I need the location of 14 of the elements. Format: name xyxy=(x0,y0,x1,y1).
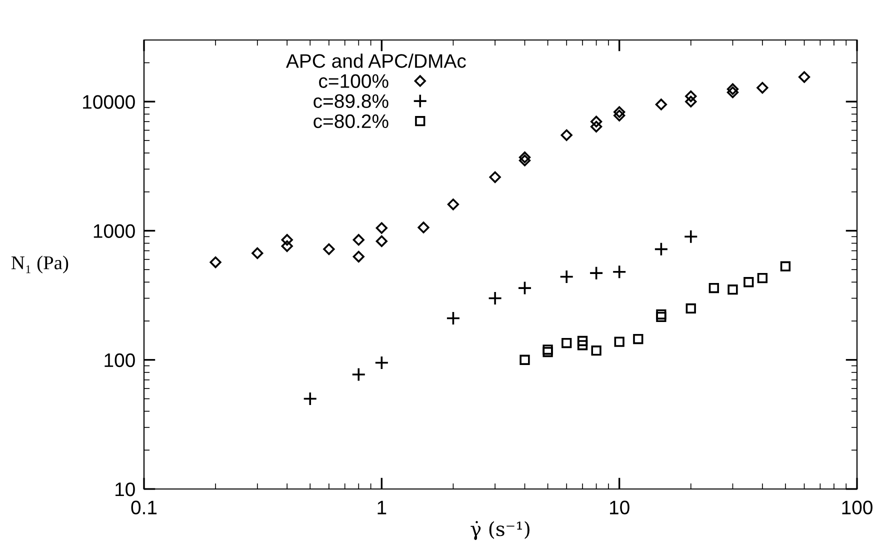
legend-label: c=80.2% xyxy=(314,114,388,128)
y-axis-title: N₁ (Pa) xyxy=(11,256,68,274)
y-tick-label: 10 xyxy=(116,482,135,496)
y-tick-label: 100 xyxy=(104,353,135,368)
legend-label: c=100% xyxy=(319,74,388,88)
x-axis-title: γ̇ (s⁻¹) xyxy=(470,521,530,540)
y-tick-label: 10000 xyxy=(83,95,135,109)
x-tick-label: 1 xyxy=(378,500,386,514)
y-tick-label: 1000 xyxy=(94,224,135,238)
x-tick-label: 0.1 xyxy=(131,500,157,514)
legend-label: c=89.8% xyxy=(314,94,388,108)
legend-title: APC and APC/DMAc xyxy=(286,54,466,68)
x-tick-label: 100 xyxy=(842,500,872,514)
x-tick-label: 10 xyxy=(610,500,630,514)
